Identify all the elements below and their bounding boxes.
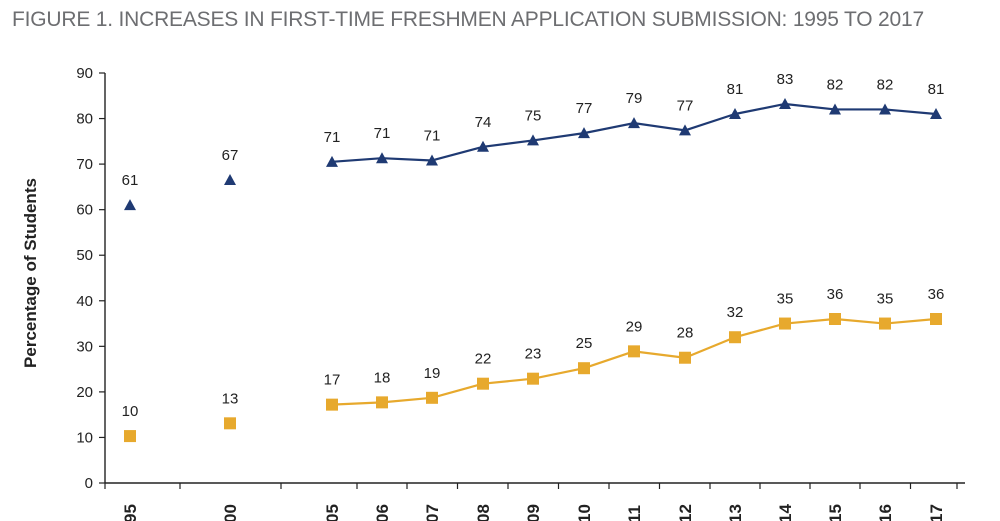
y-tick-label: 50: [76, 247, 93, 264]
series-1-data-label: 71: [374, 125, 391, 142]
series-1-point: [679, 124, 691, 136]
series-1-data-label: 82: [877, 76, 894, 93]
series-2-point: [930, 313, 942, 325]
series-2-data-label: 32: [727, 304, 744, 321]
series-2-point: [829, 313, 841, 325]
series-2-point: [628, 345, 640, 358]
series-2-data-label: 29: [626, 318, 643, 335]
series-1-point: [124, 199, 136, 211]
series-2-data-label: 18: [374, 369, 391, 386]
series-1-point: [779, 97, 791, 109]
y-tick-label: 40: [76, 293, 93, 310]
x-tick-label: 08: [474, 504, 493, 521]
x-tick-label: 16: [876, 504, 895, 521]
series-1-data-label: 83: [777, 71, 794, 88]
series-1-point: [879, 103, 891, 115]
y-tick-label: 80: [76, 111, 93, 128]
series-2-data-label: 10: [122, 403, 139, 420]
series-2-data-label: 35: [877, 291, 894, 308]
x-tick-label: 15: [826, 504, 845, 521]
series-1-data-label: 74: [475, 114, 492, 131]
series-2-point: [426, 391, 438, 404]
series-1-data-label: 79: [626, 90, 643, 107]
series-1-data-label: 82: [827, 76, 844, 93]
x-tick-label: 14: [776, 504, 795, 521]
y-tick-label: 20: [76, 384, 93, 401]
series-1-point: [224, 174, 236, 186]
series-2-data-label: 28: [677, 325, 694, 342]
y-tick-label: 30: [76, 338, 93, 355]
x-tick-label: 17: [927, 504, 946, 521]
series-2-point: [477, 377, 489, 390]
x-tick-label: 09: [524, 504, 543, 521]
x-tick-label: 05: [323, 504, 342, 521]
series-1-line: [331, 102, 937, 163]
series-1-point: [930, 108, 942, 119]
series-2-point: [729, 331, 741, 344]
x-tick-label: 07: [423, 504, 442, 521]
y-tick-label: 90: [76, 65, 93, 82]
series-2-point: [224, 417, 236, 430]
series-1-point: [426, 154, 438, 166]
series-2-point: [124, 430, 136, 443]
series-2-point: [879, 317, 891, 330]
series-1-point: [729, 108, 741, 119]
x-tick-label: 00: [221, 504, 240, 521]
series-2-data-label: 22: [475, 351, 492, 368]
series-2-point: [326, 398, 338, 411]
series-2-point: [578, 362, 590, 375]
series-2-data-label: 17: [324, 372, 341, 389]
series-1-data-label: 75: [525, 107, 542, 124]
x-tick-label: 06: [373, 504, 392, 521]
series-1-point: [527, 134, 539, 146]
x-tick-label: 13: [726, 504, 745, 521]
series-2-data-label: 13: [222, 390, 239, 407]
y-tick-label: 10: [76, 429, 93, 446]
series-1-point: [326, 155, 338, 167]
series-1-data-label: 71: [324, 129, 341, 146]
series-1-data-label: 77: [576, 100, 593, 117]
series-2-data-label: 36: [827, 286, 844, 303]
series-1-data-label: 77: [677, 97, 694, 114]
x-tick-label: 11: [625, 505, 644, 521]
x-tick-label: 12: [676, 504, 695, 521]
series-2-data-label: 25: [576, 335, 593, 352]
y-tick-label: 0: [85, 475, 93, 492]
y-tick-label: 60: [76, 202, 93, 219]
series-2-point: [779, 317, 791, 330]
series-1-point: [578, 127, 590, 139]
series-1-point: [376, 152, 388, 164]
series-2-data-label: 23: [525, 346, 542, 363]
series-1-data-label: 81: [727, 81, 744, 98]
figure-title: FIGURE 1. INCREASES IN FIRST-TIME FRESHM…: [12, 8, 924, 31]
series-1-point: [829, 103, 841, 115]
series-2-data-label: 35: [777, 291, 794, 308]
series-2-data-label: 36: [928, 286, 945, 303]
series-1-point: [628, 117, 640, 129]
series-1-point: [477, 140, 489, 152]
series-2-point: [679, 351, 691, 364]
y-tick-label: 70: [76, 156, 93, 173]
series-1-data-label: 61: [122, 172, 139, 189]
series-1-data-label: 67: [222, 147, 239, 164]
x-tick-label: 10: [575, 504, 594, 521]
y-axis-title: Percentage of Students: [21, 178, 40, 368]
series-1-data-label: 71: [424, 127, 441, 144]
series-2-point: [527, 372, 539, 385]
series-2-data-label: 19: [424, 365, 441, 382]
x-tick-label: 95: [121, 504, 140, 521]
series-2-point: [376, 396, 388, 409]
series-1-data-label: 81: [928, 81, 945, 98]
